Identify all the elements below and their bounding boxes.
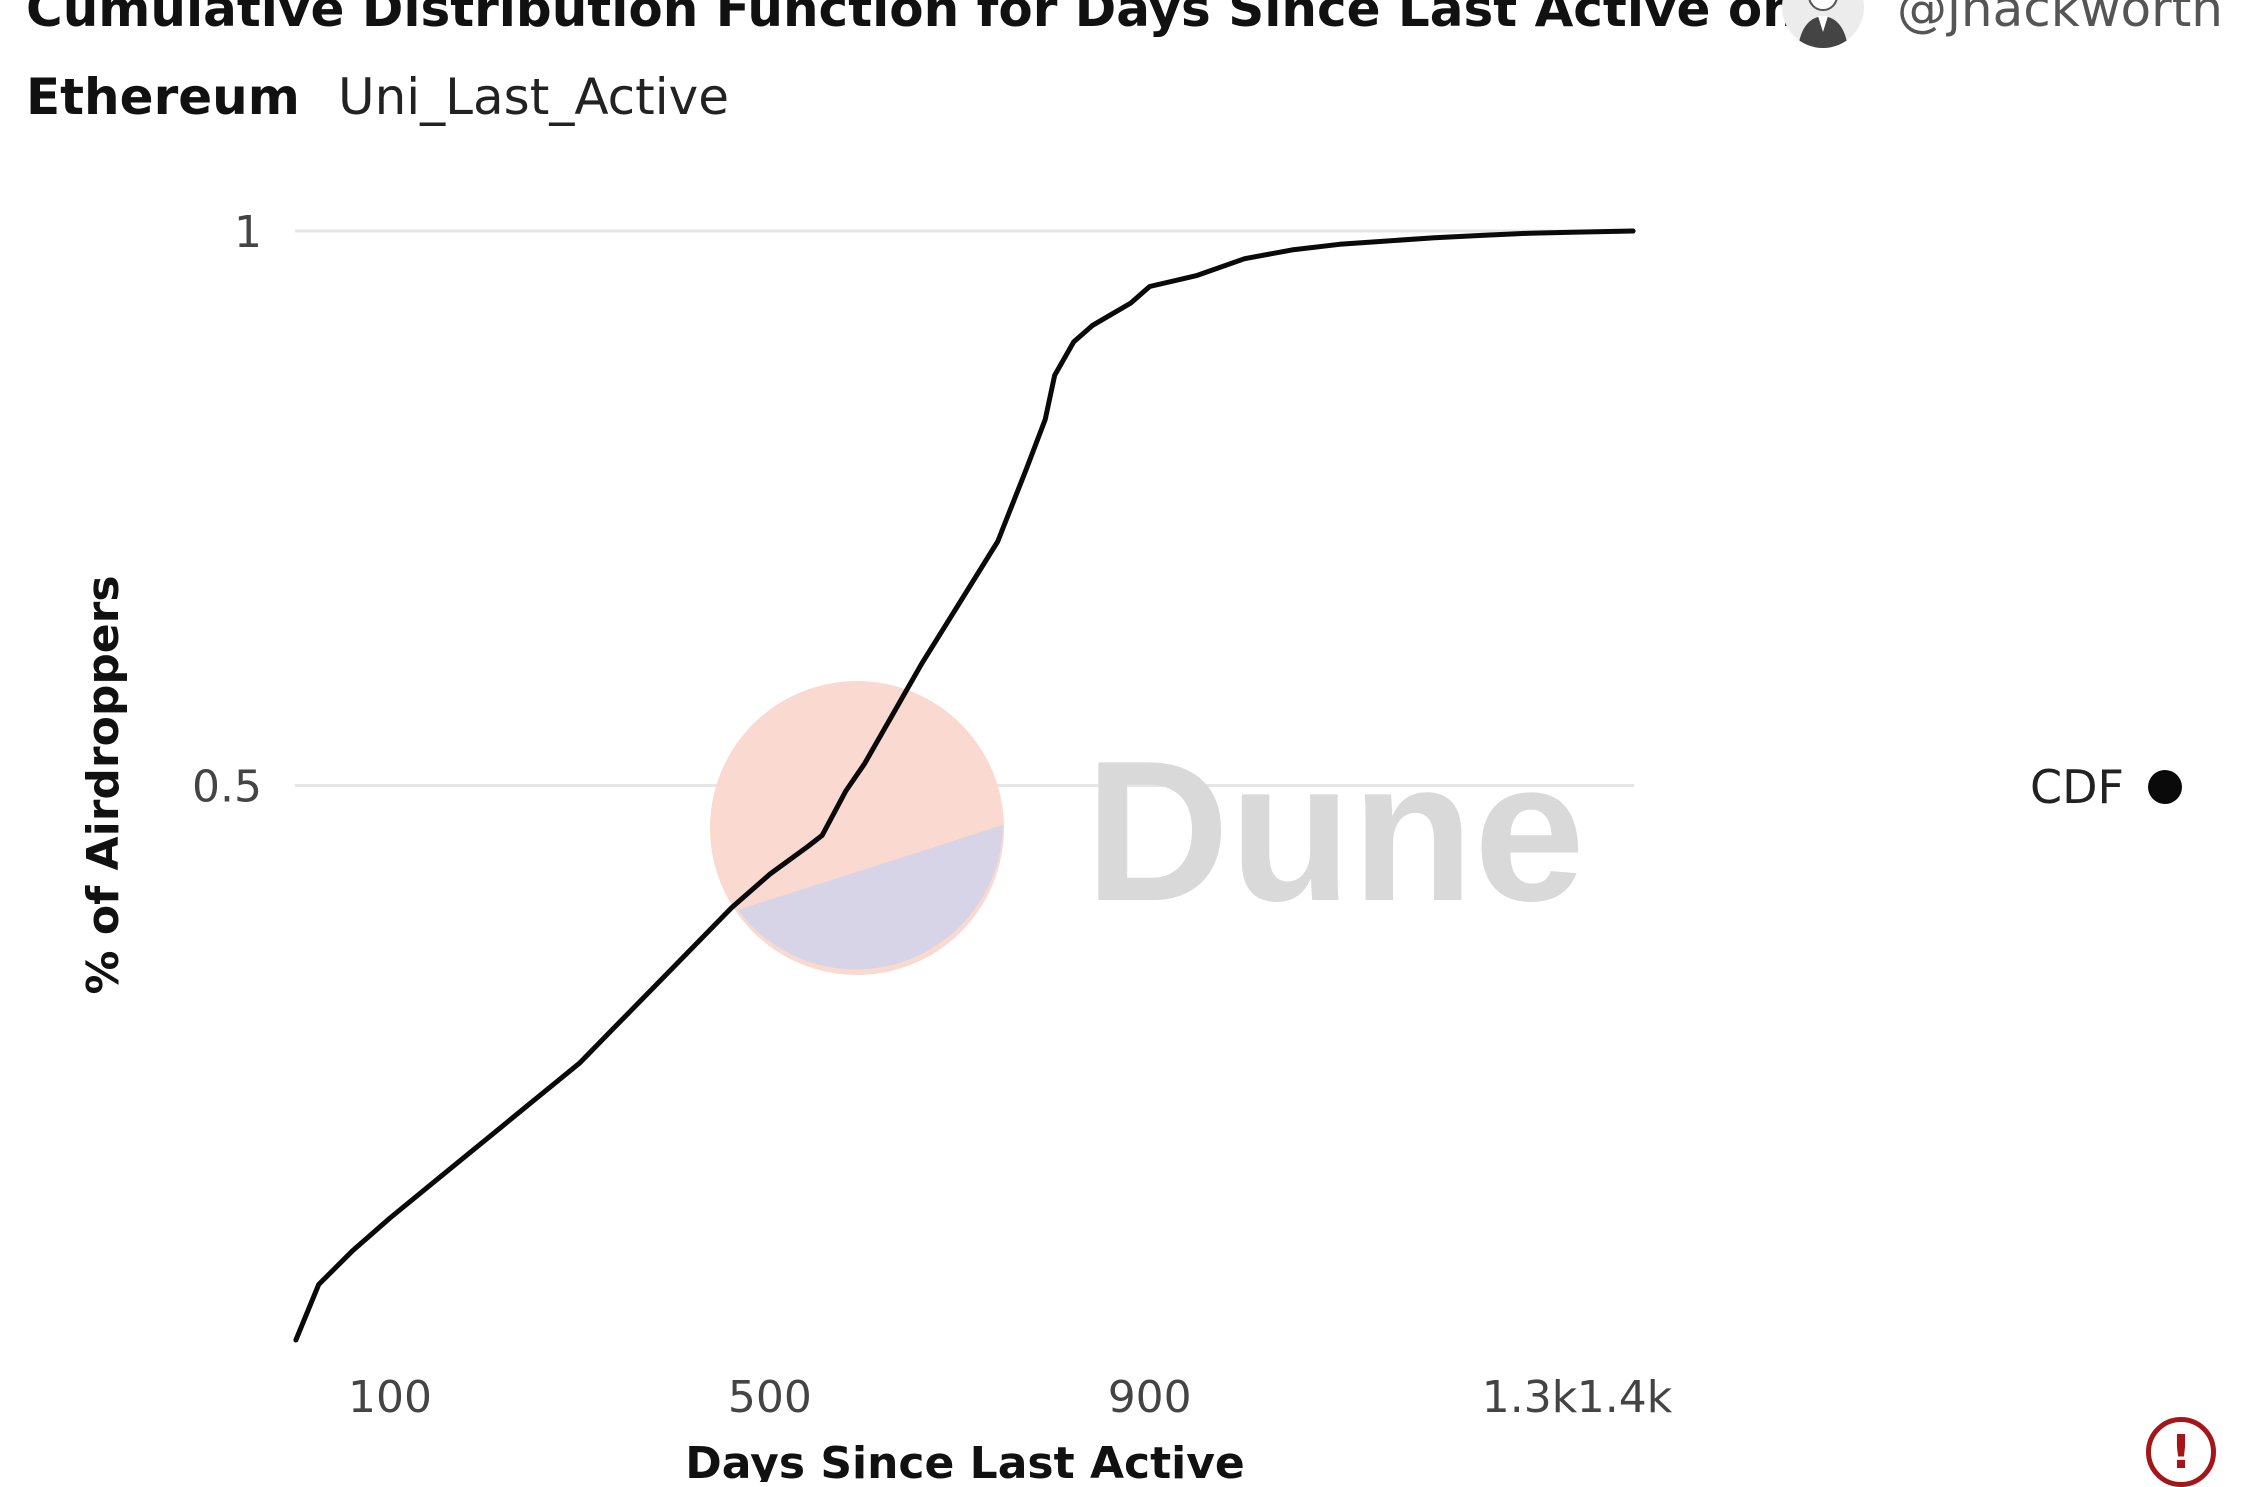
legend-label-cdf: CDF: [2030, 760, 2124, 814]
legend-marker-icon: [2148, 770, 2182, 804]
x-axis-ticks: 100 500 900 1.3k 1.4k: [348, 1372, 1673, 1423]
chart-title-line-2: Ethereum: [26, 68, 300, 126]
y-tick-label: 0.5: [192, 762, 262, 813]
y-axis-label: % of Airdroppers: [78, 575, 129, 994]
author-handle[interactable]: @jhackworth: [1897, 0, 2224, 38]
watermark-text: Dune: [1085, 720, 1585, 943]
x-tick-label: 500: [728, 1372, 812, 1423]
x-tick-label: 100: [348, 1372, 432, 1423]
gridlines: [295, 229, 1634, 787]
avatar-portrait-icon: [1798, 0, 1848, 48]
query-name[interactable]: Uni_Last_Active: [338, 68, 729, 126]
chart-title-line-1: Cumulative Distribution Function for Day…: [26, 0, 1798, 38]
dune-watermark: Dune: [710, 681, 1585, 975]
x-axis-label: Days Since Last Active: [685, 1438, 1244, 1482]
warning-icon[interactable]: !: [2146, 1417, 2216, 1487]
legend[interactable]: CDF: [2030, 760, 2182, 814]
series-line-cdf: [293, 228, 1636, 1343]
x-tick-label: 900: [1108, 1372, 1192, 1423]
x-tick-label: 1.4k: [1577, 1372, 1673, 1423]
y-tick-label: 1: [234, 207, 262, 258]
x-tick-label: 1.3k: [1482, 1372, 1578, 1423]
y-axis-ticks: 0.51: [192, 207, 262, 813]
